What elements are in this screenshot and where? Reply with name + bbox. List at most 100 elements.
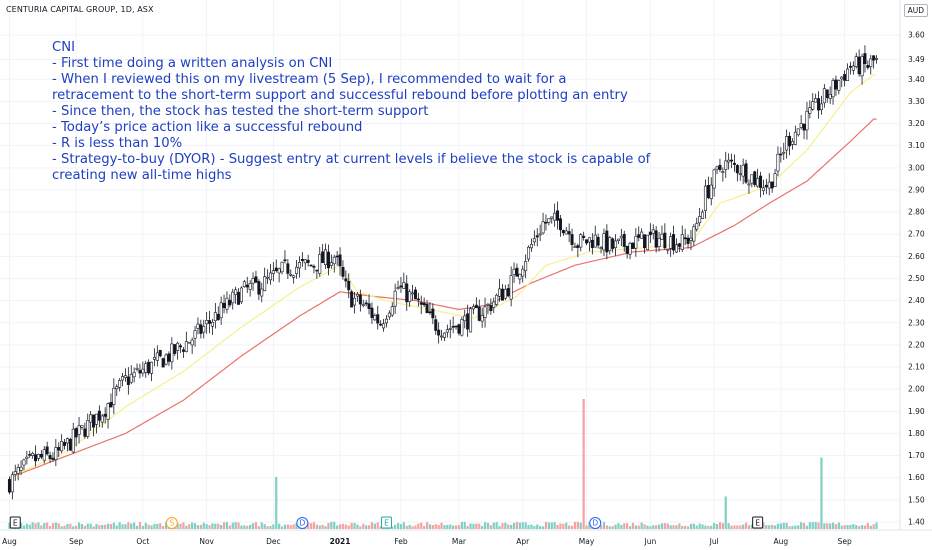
candle bbox=[393, 283, 397, 314]
candle-body bbox=[283, 259, 287, 262]
grid bbox=[0, 0, 900, 530]
candle bbox=[634, 228, 638, 257]
symbol-title[interactable]: CENTURIA CAPITAL GROUP, 1D, ASX bbox=[6, 5, 154, 14]
candle-body bbox=[115, 386, 119, 390]
candle-body bbox=[706, 185, 710, 199]
candle-body bbox=[692, 226, 696, 242]
candle bbox=[77, 416, 81, 444]
event-label: E bbox=[755, 519, 760, 528]
volume-bar bbox=[104, 524, 107, 529]
candle bbox=[872, 55, 876, 69]
event-marker-dividend[interactable]: D bbox=[589, 517, 602, 529]
candle-body bbox=[413, 289, 417, 300]
price-axis[interactable]: 3.60 3.49 3.40 3.30 3.20 3.10 3.00 2.90 2.80 2.70… bbox=[908, 31, 925, 527]
event-badge bbox=[589, 517, 602, 529]
volume-bar bbox=[843, 525, 846, 529]
candle bbox=[437, 322, 441, 344]
time-tick-label: Nov bbox=[199, 537, 214, 546]
candle bbox=[158, 349, 162, 358]
volume-bar bbox=[837, 522, 840, 529]
volume-bar bbox=[106, 523, 110, 529]
currency-badge[interactable]: AUD bbox=[903, 4, 928, 17]
volume-bar bbox=[176, 523, 179, 529]
volume-bar bbox=[130, 523, 133, 529]
candle-body bbox=[445, 329, 449, 333]
volume-bar bbox=[681, 525, 684, 529]
volume-bar bbox=[431, 525, 434, 529]
volume-bar bbox=[278, 523, 281, 529]
candle bbox=[474, 297, 478, 309]
volume-bar bbox=[37, 522, 40, 529]
candle bbox=[150, 361, 154, 382]
volume-bar bbox=[475, 523, 478, 529]
event-marker-earnings[interactable]: E bbox=[380, 516, 392, 529]
volume-bar bbox=[765, 525, 768, 529]
candle-body bbox=[396, 287, 400, 289]
event-label: E bbox=[384, 519, 389, 528]
time-tick-label: Aug bbox=[2, 537, 17, 546]
candle-body bbox=[364, 302, 368, 305]
event-marker-earnings[interactable]: E bbox=[9, 516, 21, 529]
volume-bar bbox=[689, 523, 693, 529]
volume-bar bbox=[353, 522, 356, 529]
volume-bar bbox=[771, 524, 774, 529]
volume-bar bbox=[118, 522, 121, 529]
candle bbox=[155, 345, 159, 367]
candle bbox=[750, 174, 754, 188]
volume-bar bbox=[83, 525, 86, 529]
candle-body bbox=[483, 306, 487, 318]
candle bbox=[263, 267, 267, 292]
candle-body bbox=[698, 216, 702, 224]
candle bbox=[538, 224, 542, 242]
candle-body bbox=[25, 456, 29, 459]
candle bbox=[193, 326, 197, 347]
candle-body bbox=[48, 455, 52, 459]
volume-bar bbox=[666, 523, 669, 529]
candle bbox=[39, 450, 43, 460]
candle bbox=[506, 284, 510, 298]
volume-bar bbox=[582, 399, 585, 529]
candle-body bbox=[614, 240, 618, 248]
candle bbox=[329, 254, 333, 269]
candle-body bbox=[535, 235, 539, 238]
time-axis[interactable]: Aug Sep Oct Nov Dec 2021 Feb Mar Apr May Jun Jul Aug… bbox=[2, 537, 852, 546]
candle-body bbox=[515, 267, 519, 277]
volume-bar bbox=[72, 526, 75, 529]
candle-body bbox=[805, 110, 809, 131]
candle bbox=[466, 304, 470, 337]
volume-bar bbox=[75, 525, 78, 529]
candle bbox=[857, 49, 861, 77]
candle-body bbox=[779, 153, 783, 156]
candle-body bbox=[611, 238, 615, 249]
candle-body bbox=[825, 89, 829, 99]
candle bbox=[277, 267, 281, 283]
volume-bar bbox=[672, 525, 675, 529]
candle-body bbox=[344, 278, 348, 282]
volume-bar bbox=[440, 522, 443, 529]
candle-body bbox=[353, 297, 357, 306]
candle-body bbox=[361, 304, 365, 307]
candle-body bbox=[674, 244, 678, 253]
candle-body bbox=[260, 288, 264, 297]
candle bbox=[573, 242, 577, 248]
volume-bar bbox=[649, 526, 652, 529]
candle bbox=[875, 55, 879, 64]
event-marker-split[interactable]: S bbox=[165, 517, 178, 529]
candle-body bbox=[338, 254, 342, 267]
candle-body bbox=[425, 304, 429, 314]
event-marker-earnings[interactable]: E bbox=[752, 516, 764, 529]
volume-bar bbox=[289, 525, 292, 529]
candle-body bbox=[442, 332, 446, 338]
volume-bar bbox=[272, 524, 275, 529]
candle bbox=[698, 208, 702, 227]
candle-body bbox=[822, 88, 826, 104]
price-tick-label: 2.70 bbox=[908, 230, 925, 239]
candle-body bbox=[341, 267, 345, 277]
event-marker-dividend[interactable]: D bbox=[296, 517, 309, 529]
candle-body bbox=[384, 318, 388, 324]
volume-bar bbox=[768, 525, 771, 529]
candle-body bbox=[196, 323, 200, 329]
volume-bar bbox=[739, 525, 742, 529]
